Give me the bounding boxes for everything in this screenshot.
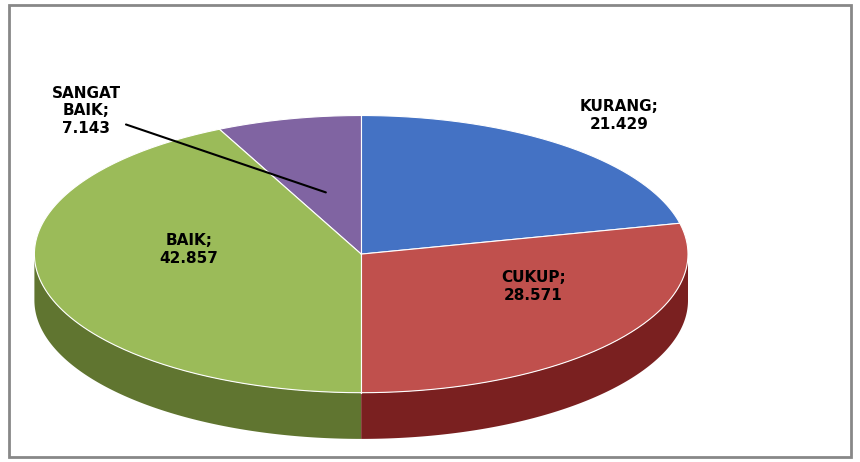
Polygon shape: [361, 116, 679, 254]
Polygon shape: [361, 223, 688, 393]
Text: CUKUP;
28.571: CUKUP; 28.571: [501, 270, 566, 303]
Polygon shape: [34, 254, 361, 439]
Text: SANGAT
BAIK;
7.143: SANGAT BAIK; 7.143: [52, 86, 326, 192]
Polygon shape: [34, 129, 361, 393]
Polygon shape: [361, 254, 688, 439]
Text: KURANG;
21.429: KURANG; 21.429: [580, 99, 659, 132]
Text: BAIK;
42.857: BAIK; 42.857: [160, 233, 218, 266]
Polygon shape: [219, 116, 361, 254]
